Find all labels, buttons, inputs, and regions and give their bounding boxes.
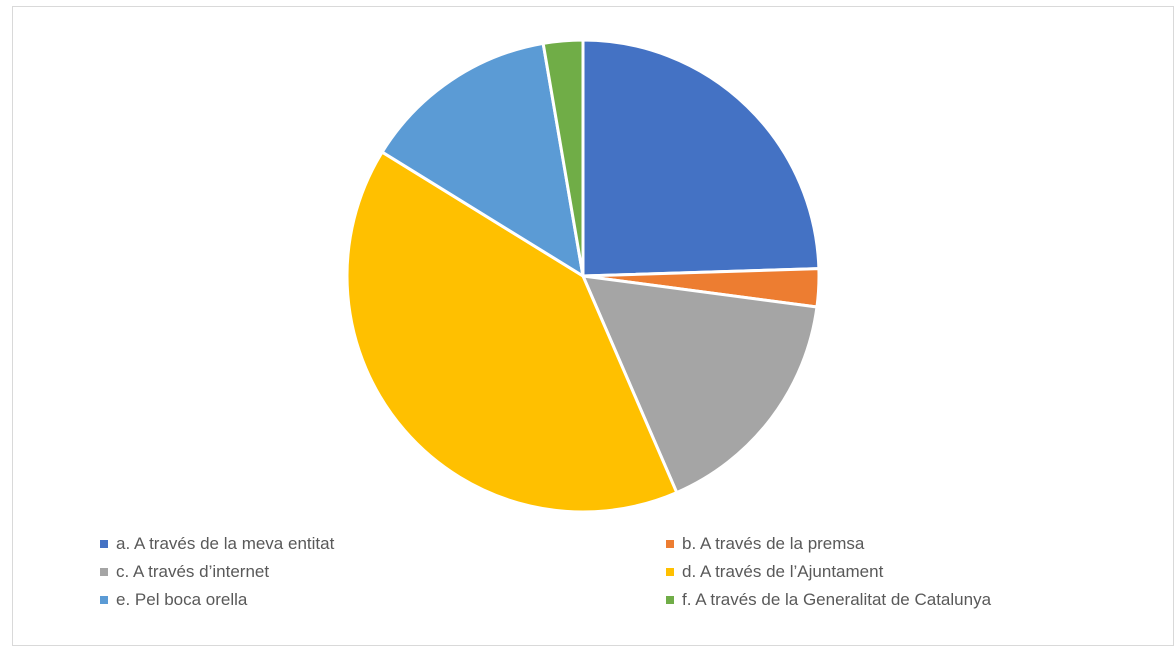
legend-swatch xyxy=(666,540,674,548)
legend-label: e. Pel boca orella xyxy=(116,590,248,609)
legend-item-f: f. A través de la Generalitat de Catalun… xyxy=(666,588,1096,612)
pie-slice-e xyxy=(380,41,585,278)
legend-label: c. A través d’internet xyxy=(116,562,270,581)
legend-label: b. A través de la premsa xyxy=(682,534,865,553)
legend-swatch xyxy=(100,596,108,604)
legend-item-c: c. A través d’internet xyxy=(100,560,666,584)
legend-item-e: e. Pel boca orella xyxy=(100,588,666,612)
legend-swatch xyxy=(666,596,674,604)
legend-item-b: b. A través de la premsa xyxy=(666,532,1096,556)
legend-item-a: a. A través de la meva entitat xyxy=(100,532,666,556)
legend-swatch xyxy=(100,568,108,576)
pie-slice-a xyxy=(581,38,821,278)
legend-swatch xyxy=(100,540,108,548)
legend-label: a. A través de la meva entitat xyxy=(116,534,335,553)
legend: a. A través de la meva entitat b. A travé… xyxy=(100,532,1100,612)
pie-slice-f xyxy=(541,38,585,278)
pie-slice-d xyxy=(345,150,679,514)
legend-swatch xyxy=(666,568,674,576)
pie-slice-c xyxy=(581,274,819,495)
legend-item-d: d. A través de l’Ajuntament xyxy=(666,560,1096,584)
pie-chart xyxy=(345,38,821,514)
legend-label: f. A través de la Generalitat de Catalun… xyxy=(682,590,992,609)
legend-label: d. A través de l’Ajuntament xyxy=(682,562,884,581)
